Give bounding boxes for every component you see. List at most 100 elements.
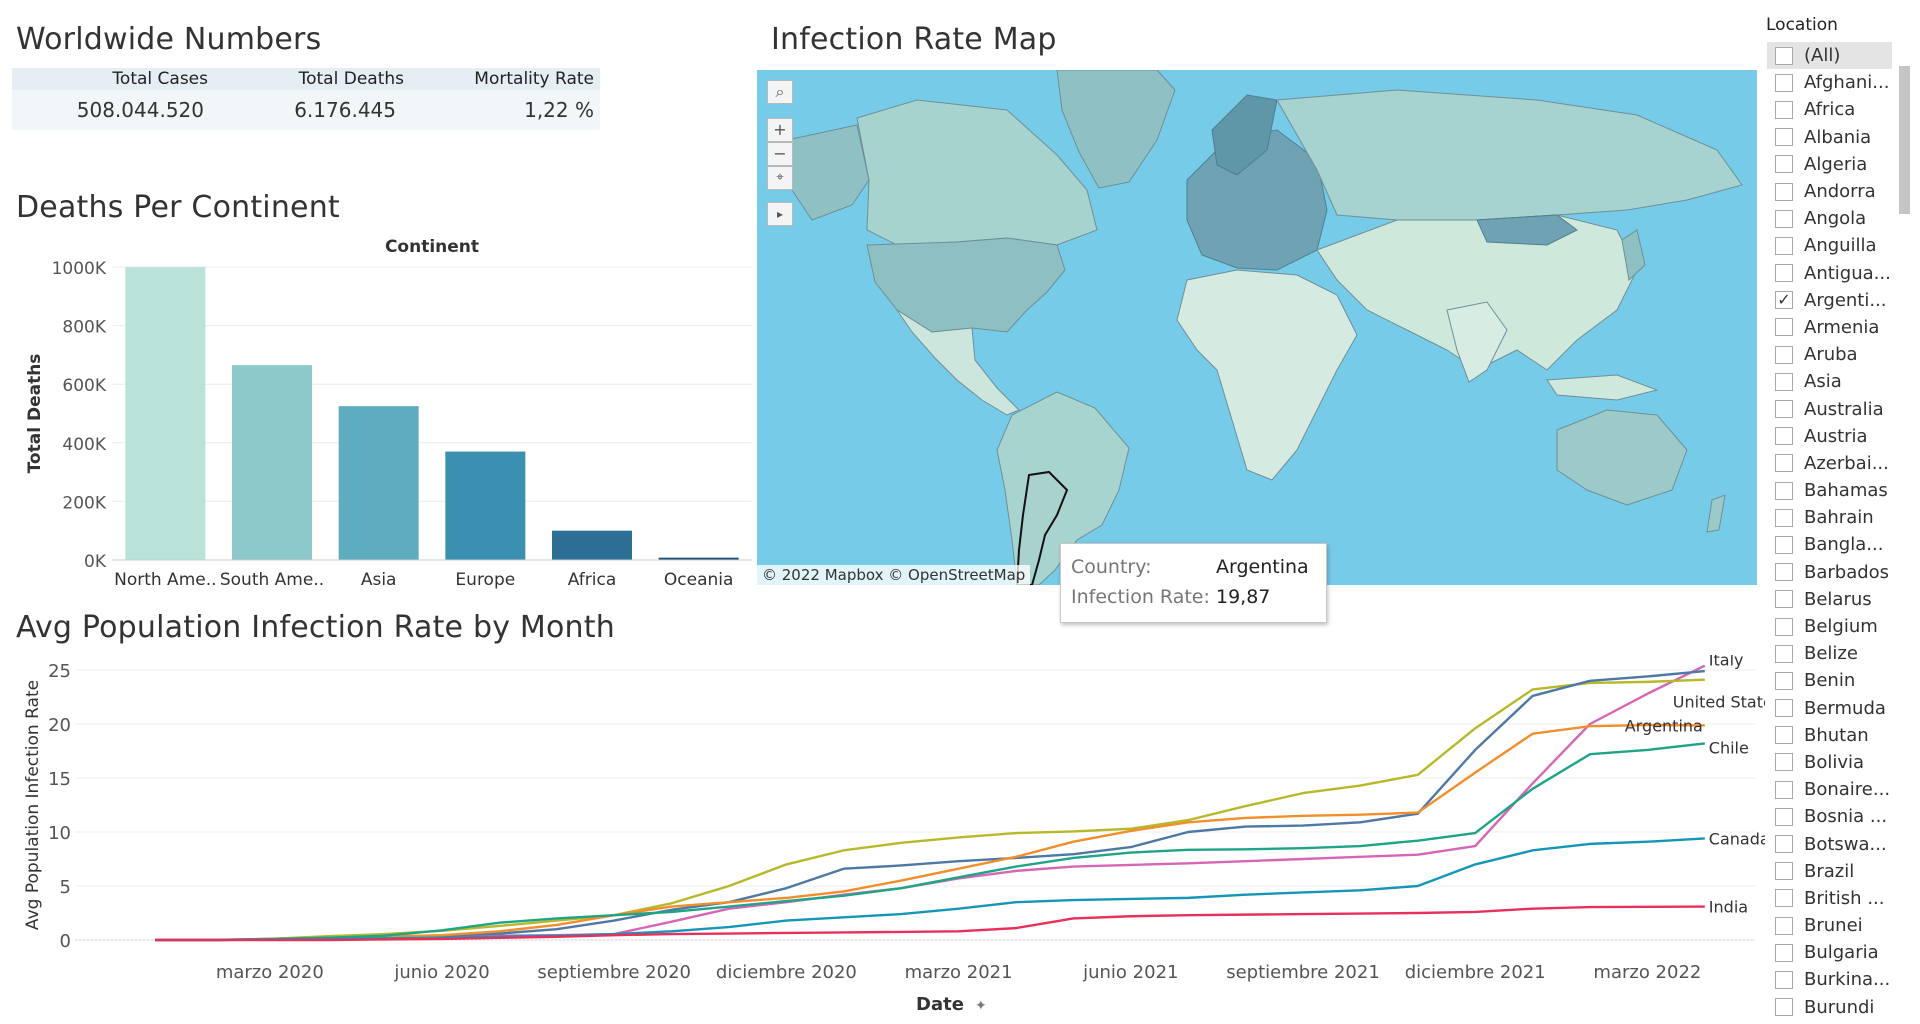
location-option-label: Bermuda [1804, 697, 1886, 719]
map-zoom-in-button[interactable]: + [767, 118, 793, 142]
checkbox[interactable] [1775, 128, 1793, 147]
location-option[interactable]: Asia [1767, 368, 1892, 395]
checkbox[interactable] [1775, 46, 1793, 65]
checkbox[interactable] [1775, 916, 1793, 935]
bar-2[interactable] [338, 406, 419, 560]
checkbox[interactable] [1775, 943, 1793, 962]
location-option[interactable]: Afghani... [1767, 69, 1892, 96]
checkbox[interactable] [1775, 726, 1793, 745]
location-filter-scroll-thumb[interactable] [1899, 66, 1910, 214]
location-option[interactable]: Burkina... [1767, 966, 1892, 993]
bar-3[interactable] [445, 451, 526, 560]
map-expand-toolbar-button[interactable]: ▸ [767, 202, 793, 226]
bar-5[interactable] [658, 557, 739, 560]
location-option[interactable]: Barbados [1767, 559, 1892, 586]
location-option[interactable]: Botswa... [1767, 830, 1892, 857]
location-option[interactable]: Angola [1767, 205, 1892, 232]
location-option[interactable]: British ... [1767, 885, 1892, 912]
location-option[interactable]: Bahamas [1767, 477, 1892, 504]
checkbox[interactable] [1775, 264, 1793, 283]
checkbox[interactable] [1775, 780, 1793, 799]
location-option[interactable]: Bonaire... [1767, 776, 1892, 803]
checkbox[interactable] [1775, 835, 1793, 854]
series-line-1[interactable] [155, 678, 1705, 942]
checkbox[interactable] [1775, 862, 1793, 881]
location-option[interactable]: Aruba [1767, 341, 1892, 368]
location-option[interactable]: Antigua... [1767, 260, 1892, 287]
location-option[interactable]: Bosnia ... [1767, 803, 1892, 830]
checkbox[interactable] [1775, 209, 1793, 228]
checkbox[interactable] [1775, 807, 1793, 826]
pin-icon[interactable]: ✦ [975, 998, 987, 1014]
location-option[interactable]: ✓ Argenti... [1767, 287, 1892, 314]
location-option[interactable]: Bahrain [1767, 504, 1892, 531]
location-option[interactable]: Bulgaria [1767, 939, 1892, 966]
map-region-scandinavia [1211, 94, 1278, 176]
location-filter-list[interactable]: (All) Afghani... Africa Albania Algeria Andor… [1767, 42, 1892, 1024]
checkbox[interactable] [1775, 345, 1793, 364]
location-option[interactable]: Africa [1767, 96, 1892, 123]
location-option[interactable]: Bolivia [1767, 749, 1892, 776]
location-option-label: Argenti... [1804, 289, 1887, 311]
series-line-2[interactable] [155, 669, 1705, 942]
series-line-6[interactable] [155, 905, 1705, 942]
checkbox[interactable] [1775, 400, 1793, 419]
checkbox[interactable] [1775, 454, 1793, 473]
checkbox[interactable] [1775, 563, 1793, 582]
location-option-all[interactable]: (All) [1767, 42, 1892, 70]
checkbox[interactable] [1775, 155, 1793, 174]
map-select-tool-button[interactable]: ⌖ [767, 166, 793, 190]
checkbox[interactable] [1775, 182, 1793, 201]
checkbox[interactable] [1775, 481, 1793, 500]
location-option[interactable]: Brunei [1767, 912, 1892, 939]
series-line-0[interactable] [155, 664, 1706, 942]
infection-rate-map[interactable]: ⌕ + − ⌖ ▸ © 2022 Mapbox © OpenStreetMap [757, 70, 1757, 585]
checkbox[interactable] [1775, 998, 1793, 1017]
location-option[interactable]: Belarus [1767, 586, 1892, 613]
location-option[interactable]: Albania [1767, 124, 1892, 151]
location-option[interactable]: Austria [1767, 423, 1892, 450]
series-line-4[interactable] [155, 742, 1705, 942]
map-attribution[interactable]: © 2022 Mapbox © OpenStreetMap [757, 565, 1031, 585]
checkbox[interactable] [1775, 372, 1793, 391]
checkbox[interactable] [1775, 699, 1793, 718]
map-search-button[interactable]: ⌕ [767, 80, 793, 104]
location-option[interactable]: Armenia [1767, 314, 1892, 341]
checkbox[interactable] [1775, 100, 1793, 119]
bar-y-tick-label: 0K [84, 552, 107, 572]
checkbox[interactable] [1775, 671, 1793, 690]
bar-1[interactable] [232, 365, 312, 560]
bar-4[interactable] [552, 530, 632, 560]
bar-0[interactable] [125, 267, 206, 560]
location-option[interactable]: Burundi [1767, 994, 1892, 1021]
series-line-5[interactable] [155, 837, 1705, 942]
checkbox[interactable] [1775, 970, 1793, 989]
checkbox[interactable] [1775, 535, 1793, 554]
checkbox[interactable] [1775, 644, 1793, 663]
checkbox[interactable] [1775, 427, 1793, 446]
series-line-3[interactable] [155, 723, 1705, 942]
location-option[interactable]: Belgium [1767, 613, 1892, 640]
checkbox[interactable] [1775, 318, 1793, 337]
location-option[interactable]: Bermuda [1767, 695, 1892, 722]
location-option[interactable]: Benin [1767, 667, 1892, 694]
checkbox[interactable] [1775, 236, 1793, 255]
checkbox-checked[interactable]: ✓ [1775, 291, 1793, 310]
location-option[interactable]: Bhutan [1767, 722, 1892, 749]
location-option[interactable]: Azerbai... [1767, 450, 1892, 477]
location-option[interactable]: Belize [1767, 640, 1892, 667]
checkbox[interactable] [1775, 753, 1793, 772]
checkbox[interactable] [1775, 889, 1793, 908]
line-x-tick-label: septiembre 2020 [537, 962, 691, 983]
checkbox[interactable] [1775, 508, 1793, 527]
checkbox[interactable] [1775, 617, 1793, 636]
location-option[interactable]: Australia [1767, 395, 1892, 422]
checkbox[interactable] [1775, 73, 1793, 92]
location-option[interactable]: Anguilla [1767, 232, 1892, 259]
location-option[interactable]: Brazil [1767, 858, 1892, 885]
map-zoom-out-button[interactable]: − [767, 142, 793, 166]
checkbox[interactable] [1775, 590, 1793, 609]
location-option[interactable]: Andorra [1767, 178, 1892, 205]
location-option[interactable]: Bangla... [1767, 531, 1892, 558]
location-option[interactable]: Algeria [1767, 151, 1892, 178]
